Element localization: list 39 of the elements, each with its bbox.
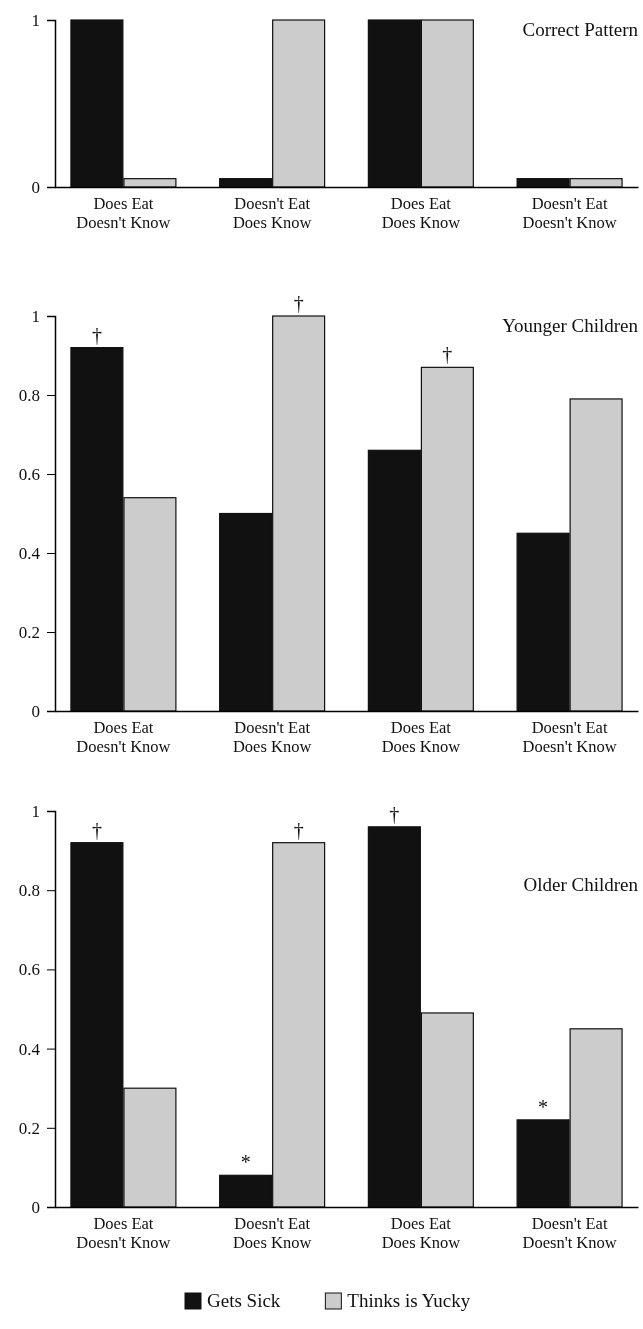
- x-tick-label: Doesn't Eat Doesn't Know: [522, 1214, 617, 1252]
- y-tick-label: 0: [31, 177, 40, 197]
- y-tick-label: 0.2: [18, 1118, 40, 1138]
- y-tick-label: 0.6: [18, 960, 40, 980]
- text: Older Children: [523, 874, 639, 895]
- y-tick-label: 0.8: [18, 881, 40, 901]
- y-tick-label: 0.8: [18, 385, 40, 405]
- x-tick-label: Does Eat Doesn't Know: [76, 1214, 171, 1252]
- y-tick-label: 0.4: [18, 543, 41, 563]
- y-tick-label: 1: [31, 306, 40, 326]
- y-tick-label: 0: [31, 701, 40, 721]
- x-tick-label: Does Eat Does Know: [381, 194, 461, 232]
- chart-title: Younger Children: [502, 315, 639, 336]
- y-tick-label: 0.6: [18, 464, 40, 484]
- x-tick-label: Does Eat Doesn't Know: [76, 194, 171, 232]
- y-tick-label: 0.4: [18, 1039, 41, 1059]
- y-tick-label: 1: [31, 801, 40, 821]
- annotation: *: [538, 1095, 549, 1118]
- chart-title: Correct Pattern: [522, 19, 639, 40]
- annotation: †: [91, 818, 102, 841]
- x-tick-label: Doesn't Eat Does Know: [232, 1214, 312, 1252]
- legend-label: Thinks is Yucky: [347, 1290, 471, 1311]
- annotation: †: [442, 343, 453, 366]
- x-tick-label: Does Eat Doesn't Know: [76, 718, 171, 756]
- x-tick-label: Doesn't Eat Doesn't Know: [522, 194, 617, 232]
- x-tick-label: Does Eat Does Know: [381, 718, 461, 756]
- annotation: *: [240, 1151, 251, 1174]
- x-tick-label: Doesn't Eat Does Know: [232, 194, 312, 232]
- x-tick-label: Doesn't Eat Does Know: [232, 718, 312, 756]
- annotation: †: [389, 802, 400, 825]
- y-tick-label: 0.2: [18, 622, 40, 642]
- y-tick-label: 1: [31, 10, 40, 30]
- y-tick-label: 0: [31, 1197, 40, 1217]
- annotation: †: [91, 323, 102, 346]
- x-tick-label: Does Eat Does Know: [381, 1214, 461, 1252]
- annotation: †: [293, 292, 304, 314]
- annotation: †: [293, 818, 304, 841]
- legend-label: Gets Sick: [207, 1290, 281, 1311]
- x-tick-label: Doesn't Eat Doesn't Know: [522, 718, 617, 756]
